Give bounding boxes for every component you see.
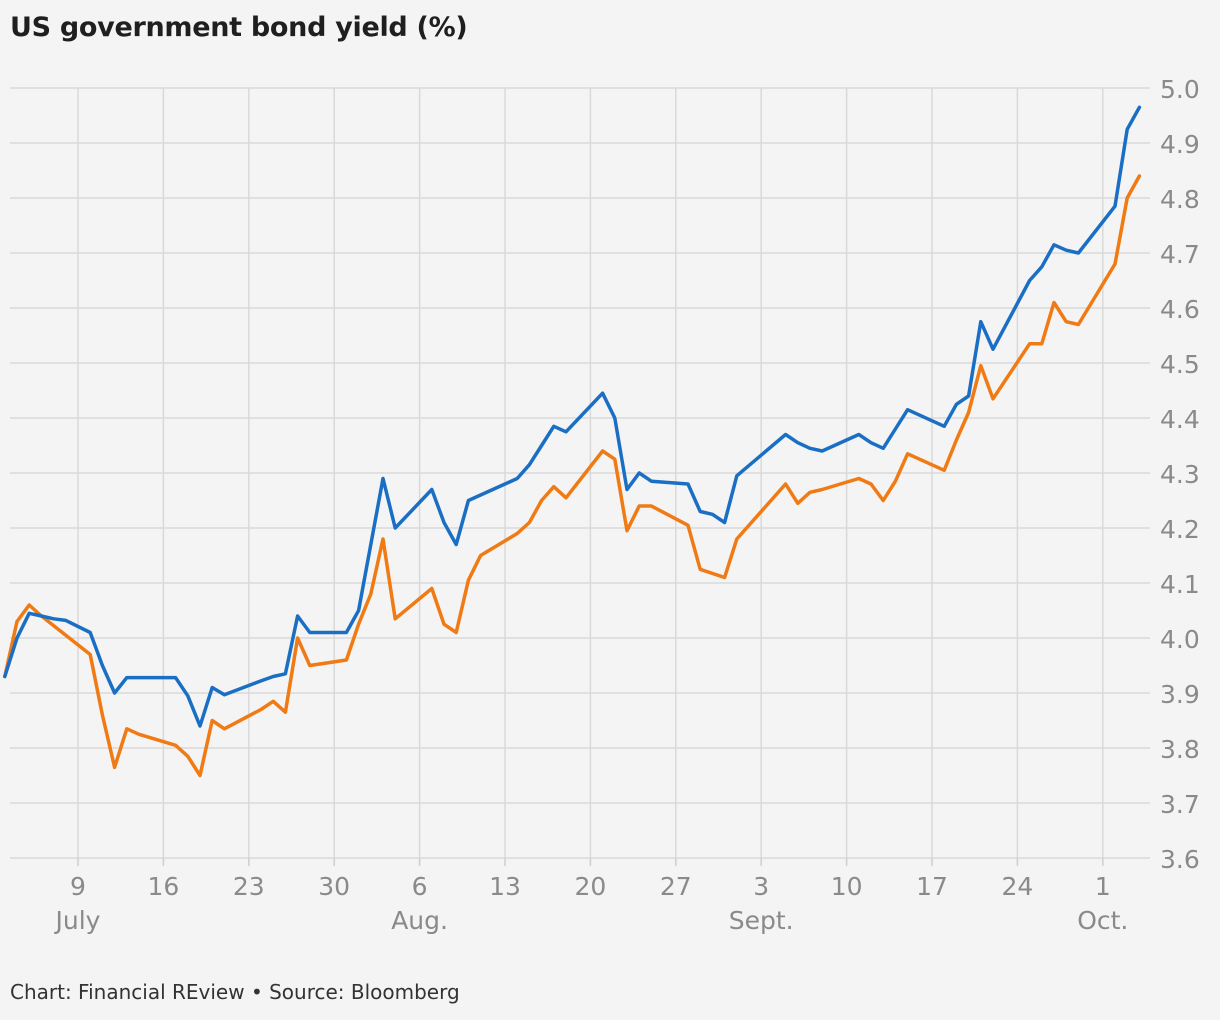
y-tick-label: 3.6 xyxy=(1160,845,1200,874)
x-tick-label: 1 xyxy=(1095,872,1111,901)
x-gridlines xyxy=(77,88,1104,866)
x-tick-label: 30 xyxy=(318,872,350,901)
x-tick-label: 6 xyxy=(412,872,428,901)
y-tick-label: 4.7 xyxy=(1160,240,1200,269)
y-tick-label: 3.8 xyxy=(1160,735,1200,764)
y-tick-label: 4.3 xyxy=(1160,460,1200,489)
x-month-label: July xyxy=(54,906,101,935)
y-tick-label: 4.5 xyxy=(1160,350,1200,379)
x-month-label: Oct. xyxy=(1077,906,1128,935)
x-tick-label: 13 xyxy=(489,872,521,901)
x-tick-label: 23 xyxy=(233,872,265,901)
y-tick-label: 3.7 xyxy=(1160,790,1200,819)
y-tick-label: 5.0 xyxy=(1160,75,1200,104)
x-tick-label: 17 xyxy=(916,872,948,901)
series-line xyxy=(3,105,1142,728)
chart-title: US government bond yield (%) xyxy=(10,12,468,43)
x-tick-label: 3 xyxy=(753,872,769,901)
y-tick-label: 4.2 xyxy=(1160,515,1200,544)
chart-source-footer: Chart: Financial REview • Source: Bloomb… xyxy=(10,980,460,1004)
x-tick-label: 16 xyxy=(147,872,179,901)
y-gridlines xyxy=(10,87,1150,859)
y-tick-label: 4.0 xyxy=(1160,625,1200,654)
bond-yield-chart: 5.0 4.9 4.8 4.7 4.6 4.5 4.4 4.3 4.2 4.1 4.0 3.9 3.8 3… xyxy=(3,75,1200,935)
y-tick-label: 4.4 xyxy=(1160,405,1200,434)
x-tick-label: 10 xyxy=(831,872,863,901)
x-tick-label: 27 xyxy=(660,872,692,901)
x-month-label: Aug. xyxy=(391,906,448,935)
y-tick-label: 4.9 xyxy=(1160,130,1200,159)
x-tick-labels: 9 16 23 30 6 13 20 27 3 10 17 24 1 xyxy=(70,872,1111,901)
y-tick-label: 3.9 xyxy=(1160,680,1200,709)
y-tick-label: 4.6 xyxy=(1160,295,1200,324)
x-tick-label: 20 xyxy=(574,872,606,901)
y-tick-label: 4.1 xyxy=(1160,570,1200,599)
x-month-label: Sept. xyxy=(729,906,794,935)
x-month-labels: July Aug. Sept. Oct. xyxy=(54,906,1129,935)
series-line xyxy=(3,174,1142,778)
y-tick-labels: 5.0 4.9 4.8 4.7 4.6 4.5 4.4 4.3 4.2 4.1 4.0 3.9 3.8 3… xyxy=(1160,75,1200,874)
x-tick-label: 9 xyxy=(70,872,86,901)
x-tick-label: 24 xyxy=(1001,872,1033,901)
y-tick-label: 4.8 xyxy=(1160,185,1200,214)
